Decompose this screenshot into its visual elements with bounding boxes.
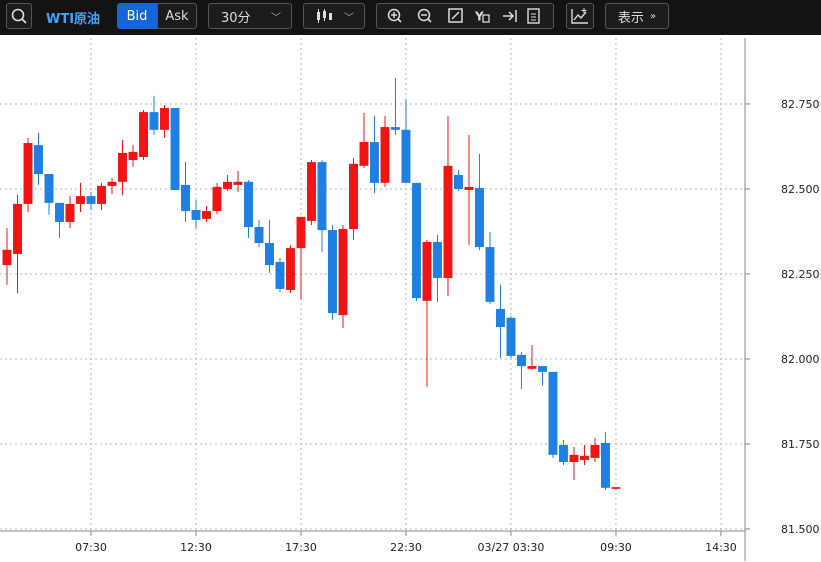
candle-body [517, 354, 526, 367]
candle-body [359, 142, 369, 166]
candle-body [44, 174, 54, 203]
candle-body [538, 366, 547, 372]
candle-body [23, 143, 33, 204]
candle-body [55, 202, 64, 222]
candle-body [275, 262, 285, 289]
candle-body [107, 181, 117, 186]
chevron: ﹀ [344, 12, 354, 24]
tool-group: Y [376, 3, 554, 29]
x-tick-label: 09:30 [600, 541, 632, 554]
x-tick-label: 17:30 [285, 541, 317, 554]
chart-type-dropdown[interactable]: ﹀ [303, 3, 365, 29]
candle-body [401, 129, 411, 183]
candle-body [265, 243, 274, 266]
candle-body [244, 181, 253, 228]
candle-body [128, 151, 138, 161]
candle-body [454, 175, 463, 189]
chevron: » [649, 10, 657, 22]
x-tick-label: 14:30 [705, 541, 737, 554]
candle-body [601, 442, 610, 488]
toolbar: WTI原油 Bid Ask 30分 ﹀ ﹀ Y 表示 » [0, 0, 821, 35]
candle-body [2, 249, 12, 266]
candle-body [233, 181, 243, 185]
tool-icons: Y [387, 8, 540, 24]
y-tick-label: 82.750 [781, 98, 820, 111]
candle-body [580, 455, 589, 460]
candle-body [223, 181, 232, 189]
x-tick-label: 12:30 [180, 541, 212, 554]
display-dropdown[interactable]: 表示 » [605, 3, 669, 29]
candle-body [97, 185, 106, 204]
display-label: 表示 [617, 10, 644, 26]
candle-body [559, 444, 568, 462]
candle-body [548, 371, 558, 455]
indicator-button[interactable] [566, 3, 594, 29]
search-button[interactable] [6, 3, 32, 29]
candle-body [433, 242, 442, 279]
chevron: ﹀ [271, 12, 281, 24]
candle-body [202, 211, 211, 219]
x-tick-label: 03/27 03:30 [478, 541, 545, 554]
candle-body [569, 454, 579, 462]
icon-glyph: Y [474, 10, 484, 24]
y-tick-label: 81.500 [781, 523, 820, 536]
candle-body [191, 210, 201, 220]
indicator-icon [571, 8, 588, 24]
candle-body [443, 165, 453, 279]
candle-icon [317, 9, 332, 23]
candle-body [380, 127, 390, 183]
candle-body [286, 248, 295, 290]
candle-body [212, 186, 222, 212]
interval-dropdown[interactable]: 30分 ﹀ [208, 3, 292, 29]
candle-body [527, 366, 537, 369]
candle-body [338, 229, 348, 316]
candle-body [391, 127, 400, 130]
candle-body [307, 162, 316, 221]
candle-body [475, 187, 484, 248]
ask-button[interactable]: Ask [157, 3, 197, 29]
candle-body [86, 196, 96, 204]
candle-body [181, 184, 190, 212]
symbol[interactable]: WTI原油 [46, 12, 101, 27]
candle-body [328, 230, 337, 314]
y-tick-label: 82.500 [781, 183, 820, 196]
candle-body [118, 152, 127, 182]
candle-body [296, 216, 306, 249]
candle-body [170, 108, 180, 190]
candle-body [370, 142, 379, 183]
candle-body [422, 242, 432, 301]
candle-body [349, 163, 358, 230]
candle-body [34, 145, 43, 174]
candle-body [590, 444, 600, 458]
x-tick-label: 07:30 [75, 541, 107, 554]
chart: 81.500 81.750 82.000 82.250 82.500 82.750 07:3… [0, 38, 820, 561]
candle-body [139, 112, 148, 157]
candle-body [160, 108, 169, 130]
candle-body [506, 317, 516, 356]
interval-label: 30分 [221, 10, 251, 26]
candle-body [496, 308, 505, 327]
candle-body [611, 487, 621, 489]
candle-body [412, 182, 421, 299]
candle-body [65, 203, 75, 222]
candle-body [317, 162, 327, 231]
search-icon [11, 8, 27, 24]
candle-body [149, 112, 159, 130]
bid-button[interactable]: Bid [117, 3, 157, 29]
candle-body [76, 196, 85, 204]
y-tick-label: 82.000 [781, 353, 820, 366]
candle-body [13, 203, 22, 254]
candle-body [485, 247, 495, 302]
y-tick-label: 82.250 [781, 268, 820, 281]
candle-body [464, 186, 474, 190]
x-tick-label: 22:30 [390, 541, 422, 554]
candle-body [254, 227, 264, 244]
y-tick-label: 81.750 [781, 438, 820, 451]
